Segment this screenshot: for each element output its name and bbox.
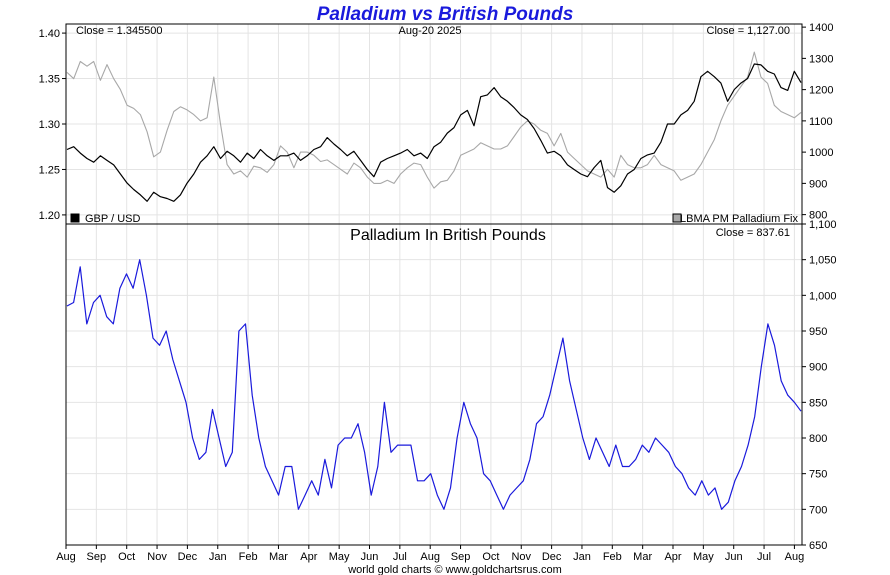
bottom-panel-frame	[65, 223, 803, 546]
x-tick-label: Nov	[147, 551, 167, 563]
x-tick-label: Aug	[56, 551, 76, 563]
close-gbpusd-label: Close = 1.345500	[76, 25, 163, 37]
y-bottom-tick-label: 1,100	[809, 219, 837, 231]
close-palladium-label: Close = 1,127.00	[707, 25, 790, 37]
y-right-tick-label: 900	[809, 178, 827, 190]
x-tick-label: Jun	[725, 551, 743, 563]
palladium-gbp-line	[66, 259, 802, 510]
y-right-tick-label: 1400	[809, 22, 833, 34]
y-left-tick-label: 1.30	[39, 119, 60, 131]
footer-credit: world gold charts © www.goldchartsrus.co…	[347, 564, 562, 575]
y-right-tick-label: 800	[809, 210, 827, 222]
x-tick-label: Feb	[603, 551, 622, 563]
x-tick-label: Feb	[239, 551, 258, 563]
gbp-usd-line	[66, 63, 802, 202]
top-left-axis: 1.40 1.35 1.30 1.25 1.20	[39, 28, 66, 222]
y-bottom-tick-label: 650	[809, 540, 827, 552]
y-bottom-tick-label: 900	[809, 362, 827, 374]
x-tick-label: Jun	[361, 551, 379, 563]
y-right-tick-label: 1100	[809, 116, 833, 128]
bottom-panel-grid	[65, 223, 802, 546]
y-left-tick-label: 1.35	[39, 74, 60, 86]
y-left-tick-label: 1.20	[39, 210, 60, 222]
y-bottom-tick-label: 700	[809, 504, 827, 516]
y-bottom-tick-label: 850	[809, 397, 827, 409]
x-tick-label: Aug	[785, 551, 805, 563]
x-tick-label: May	[329, 551, 350, 563]
date-label: Aug-20 2025	[399, 25, 462, 37]
x-tick-label: Mar	[633, 551, 652, 563]
y-bottom-tick-label: 950	[809, 326, 827, 338]
x-tick-label: May	[693, 551, 714, 563]
x-tick-label: Oct	[118, 551, 135, 563]
y-right-tick-label: 1300	[809, 53, 833, 65]
x-axis: Aug Sep Oct Nov Dec Jan Feb Mar Apr May Jun Jul Aug S…	[56, 545, 804, 563]
x-tick-label: Jan	[573, 551, 591, 563]
y-bottom-tick-label: 750	[809, 469, 827, 481]
bottom-panel-series	[66, 259, 802, 510]
chart-title: Palladium vs British Pounds	[317, 4, 574, 25]
x-tick-label: Mar	[269, 551, 288, 563]
x-tick-label: Nov	[511, 551, 531, 563]
bottom-right-axis: 1,100 1,050 1,000 950 900 850 800 750 700 650	[802, 219, 837, 552]
top-right-axis: 1400 1300 1200 1100 1000 900 800	[802, 22, 833, 222]
y-right-tick-label: 1000	[809, 147, 833, 159]
x-tick-label: Dec	[542, 551, 562, 563]
x-tick-label: Apr	[300, 551, 317, 563]
close-gbp-palladium-label: Close = 837.61	[716, 227, 790, 239]
x-tick-label: Jan	[209, 551, 227, 563]
y-bottom-tick-label: 1,000	[809, 290, 837, 302]
x-tick-label: Apr	[664, 551, 681, 563]
y-left-tick-label: 1.40	[39, 28, 60, 40]
x-tick-label: Jul	[393, 551, 407, 563]
legend-gbpusd-label: GBP / USD	[85, 213, 140, 225]
top-panel-grid	[65, 24, 802, 224]
x-tick-label: Sep	[87, 551, 107, 563]
y-bottom-tick-label: 800	[809, 433, 827, 445]
x-tick-label: Jul	[757, 551, 771, 563]
y-left-tick-label: 1.25	[39, 164, 60, 176]
palladium-fix-line	[66, 51, 802, 189]
y-bottom-tick-label: 1,050	[809, 255, 837, 267]
legend-palladium-label: LBMA PM Palladium Fix	[680, 213, 798, 225]
x-tick-label: Sep	[451, 551, 471, 563]
x-tick-label: Aug	[420, 551, 440, 563]
top-panel-series	[66, 51, 802, 202]
x-tick-label: Oct	[482, 551, 499, 563]
legend-gbpusd-swatch	[70, 213, 80, 223]
bottom-panel-title: Palladium In British Pounds	[350, 227, 546, 244]
y-right-tick-label: 1200	[809, 85, 833, 97]
legend-palladium-swatch	[672, 213, 682, 223]
x-tick-label: Dec	[178, 551, 198, 563]
